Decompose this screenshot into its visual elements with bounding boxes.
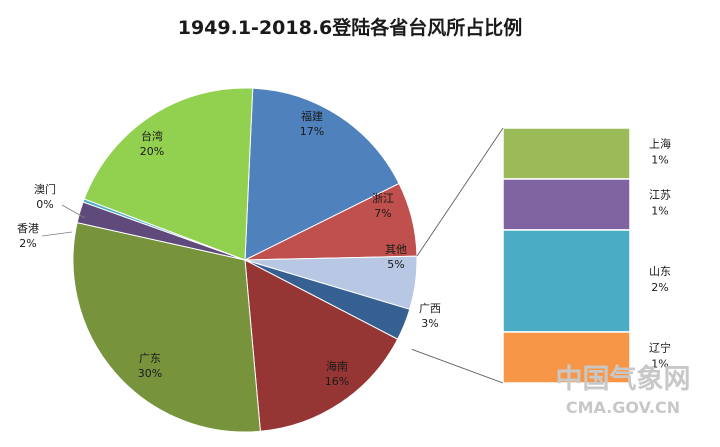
slice-percent-e5b9bfe4b89c: 30% [138, 367, 162, 380]
connector-bottom [411, 348, 504, 384]
breakdown-labels: 上海 1% 江苏 1% 山东 2% 辽宁 1% [649, 137, 671, 371]
bar-segment-e6b19fe88b8f [502, 178, 631, 231]
chart-title: 1949.1-2018.6登陆各省台风所占比例 [178, 16, 523, 39]
bar-label-e4b88ae6b5b7: 上海 [649, 137, 671, 151]
slice-percent-e6beb3e997a8: 0% [36, 198, 53, 211]
pie-slices [72, 87, 418, 433]
slice-percent-e6b5b7e58d97: 16% [325, 375, 349, 388]
pie-slice-e5b9bfe4b89c [72, 222, 261, 433]
slice-label-e5b9bfe4b89c: 广东 [139, 352, 161, 365]
pie-slice-e58fb0e6b9be [83, 87, 254, 261]
slice-percent-e58fb0e6b9be: 20% [140, 145, 164, 158]
leader-line-e6beb3e997a8 [61, 204, 86, 219]
connector-top [416, 127, 504, 257]
bar-percent-e8bebde5ae81: 1% [651, 358, 668, 371]
slice-percent-e9a699e6b8af: 2% [19, 237, 36, 250]
watermark-text: 中国气象网 [556, 363, 691, 395]
bar-percent-e6b19fe88b8f: 1% [651, 205, 668, 218]
watermark-url: CMA.GOV.CN [566, 398, 680, 417]
connector-lines [411, 127, 504, 384]
slice-percent-e7a68fe5bbba: 17% [300, 125, 324, 138]
bar-percent-e5b1b1e4b89c: 2% [651, 281, 668, 294]
slice-label-e9a699e6b8af: 香港 [17, 222, 39, 235]
slice-percent-e5b9bfe8a5bf: 3% [421, 317, 438, 330]
slice-label-e585b6e4bb96: 其他 [385, 243, 407, 256]
slice-percent-e6b599e6b19f: 7% [374, 207, 391, 220]
slice-label-e6beb3e997a8: 澳门 [34, 182, 56, 196]
bar-label-e8bebde5ae81: 辽宁 [649, 341, 671, 355]
bar-label-e6b19fe88b8f: 江苏 [649, 189, 671, 202]
bar-segment-e4b88ae6b5b7 [502, 127, 631, 180]
bar-label-e5b1b1e4b89c: 山东 [649, 265, 671, 278]
slice-percent-e585b6e4bb96: 5% [387, 258, 404, 271]
bar-segment-e8bebde5ae81 [502, 331, 631, 384]
slice-label-e58fb0e6b9be: 台湾 [141, 129, 163, 143]
pie-slice-e6b5b7e58d97 [244, 259, 399, 432]
slice-label-e5b9bfe8a5bf: 广西 [419, 302, 441, 315]
pie-slice-e7a68fe5bbba [244, 87, 400, 261]
slice-label-e6b5b7e58d97: 海南 [326, 359, 348, 373]
slice-label-e6b599e6b19f: 浙江 [372, 192, 394, 205]
slice-label-e7a68fe5bbba: 福建 [301, 109, 323, 123]
breakdown-bar [502, 127, 631, 384]
bar-percent-e4b88ae6b5b7: 1% [651, 154, 668, 167]
pie-labels: 福建 17% 浙江 7% 其他 5% 广西 3% 海南 16% 广东 30% 香港 2% 澳门 0% 台湾 20% [17, 109, 441, 388]
leader-line-e9a699e6b8af [41, 231, 73, 237]
bar-segment-e5b1b1e4b89c [502, 229, 631, 333]
